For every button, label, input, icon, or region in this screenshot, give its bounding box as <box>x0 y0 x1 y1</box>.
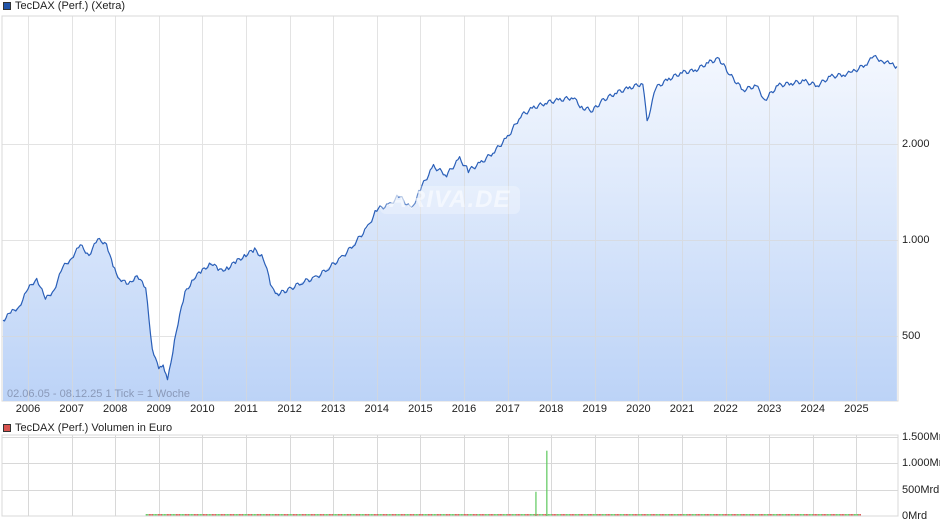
vol-tick-500: 500Mrd <box>902 484 940 496</box>
y-tick-2000: 2.000 <box>902 138 930 150</box>
x-tick-2022: 2022 <box>713 403 738 415</box>
watermark: ARIVA.DE <box>380 186 520 214</box>
x-tick-2009: 2009 <box>146 403 172 415</box>
volume-legend-label: TecDAX (Perf.) Volumen in Euro <box>15 422 173 434</box>
main-legend-label: TecDAX (Perf.) (Xetra) <box>15 0 126 12</box>
x-tick-2015: 2015 <box>408 403 433 415</box>
price-chart <box>1 15 899 402</box>
main-legend-swatch <box>3 2 11 10</box>
x-tick-2023: 2023 <box>756 403 782 415</box>
x-tick-2010: 2010 <box>190 403 215 415</box>
x-tick-2012: 2012 <box>277 403 302 415</box>
x-tick-2013: 2013 <box>320 403 346 415</box>
x-tick-2020: 2020 <box>626 403 651 415</box>
y-tick-500: 500 <box>902 330 921 342</box>
vol-tick-1500: 1.500Mrd <box>902 431 940 443</box>
y-tick-1000: 1.000 <box>902 234 930 246</box>
main-legend: TecDAX (Perf.) (Xetra) <box>3 0 125 12</box>
x-tick-2019: 2019 <box>582 403 608 415</box>
x-tick-2021: 2021 <box>669 403 695 415</box>
x-tick-2024: 2024 <box>800 403 826 415</box>
x-tick-2007: 2007 <box>59 403 84 415</box>
vol-tick-0: 0Mrd <box>902 510 928 522</box>
x-tick-2014: 2014 <box>364 403 390 415</box>
x-tick-2016: 2016 <box>451 403 477 415</box>
x-tick-2025: 2025 <box>844 403 869 415</box>
volume-legend-swatch <box>3 424 11 432</box>
x-tick-2011: 2011 <box>234 403 258 415</box>
x-tick-2006: 2006 <box>15 403 41 415</box>
vol-tick-1000: 1.000Mrd <box>902 457 940 469</box>
range-note: 02.06.05 - 08.12.25 1 Tick = 1 Woche <box>7 388 190 400</box>
x-tick-2008: 2008 <box>102 403 128 415</box>
x-tick-2018: 2018 <box>538 403 564 415</box>
x-tick-2017: 2017 <box>495 403 520 415</box>
volume-legend: TecDAX (Perf.) Volumen in Euro <box>3 422 172 434</box>
